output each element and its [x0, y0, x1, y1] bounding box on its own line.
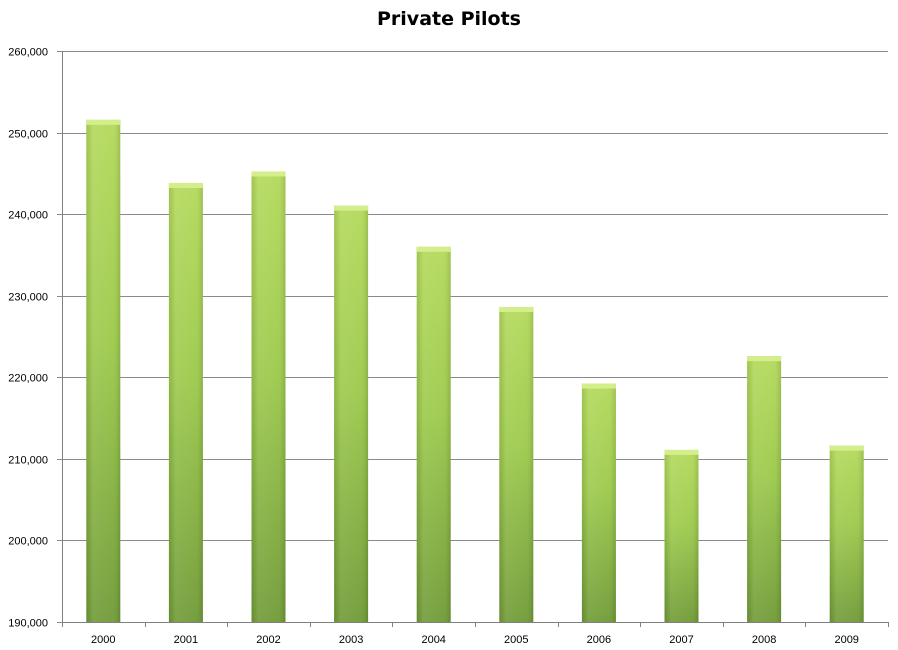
y-tick-label: 250,000	[8, 129, 48, 141]
y-tick-label: 260,000	[8, 47, 48, 59]
bar-top-cap	[86, 119, 121, 125]
x-tick-label: 2004	[421, 634, 445, 646]
y-tick-label: 200,000	[8, 536, 48, 548]
y-tick-label: 230,000	[8, 292, 48, 304]
bar-shading	[416, 246, 451, 622]
bar-shading	[747, 356, 782, 622]
bar-shading	[829, 445, 864, 622]
bar-shading	[664, 449, 699, 622]
x-tick-label: 2008	[752, 634, 776, 646]
x-tick-label: 2000	[91, 634, 115, 646]
x-tick-label: 2006	[587, 634, 611, 646]
bar-top-cap	[664, 449, 699, 455]
bar-shading	[581, 383, 616, 622]
x-tick-label: 2005	[504, 634, 528, 646]
bar-top-cap	[251, 171, 286, 177]
chart-title: Private Pilots	[377, 8, 521, 30]
bar-shading	[499, 306, 534, 622]
bar-shading	[168, 182, 203, 622]
bar-top-cap	[168, 182, 203, 188]
x-tick-label: 2002	[256, 634, 280, 646]
y-axis-tick-labels: 190,000 200,000 210,000 220,000 230,000 240,0…	[8, 47, 48, 630]
bar-top-cap	[499, 306, 534, 312]
axes	[62, 51, 889, 627]
bar-top-cap	[334, 205, 369, 211]
x-tick-label: 2007	[669, 634, 693, 646]
y-tick-label: 190,000	[8, 618, 48, 630]
y-tick-label: 240,000	[8, 210, 48, 222]
bar-shading	[334, 205, 369, 622]
y-tick-label: 220,000	[8, 373, 48, 385]
y-tick-label: 210,000	[8, 455, 48, 467]
bar-top-cap	[829, 445, 864, 451]
x-tick-label: 2001	[174, 634, 198, 646]
bar-shading	[251, 171, 286, 622]
x-tick-label: 2003	[339, 634, 363, 646]
x-tick-label: 2009	[834, 634, 858, 646]
bar-top-cap	[747, 356, 782, 362]
bar-top-cap	[416, 246, 451, 252]
x-axis-tick-labels: 2000 2001 2002 2003 2004 2005 2006 2007 2008 2009	[91, 634, 859, 646]
bars	[86, 119, 864, 622]
bar-shading	[86, 119, 121, 622]
bar-top-cap	[581, 383, 616, 389]
